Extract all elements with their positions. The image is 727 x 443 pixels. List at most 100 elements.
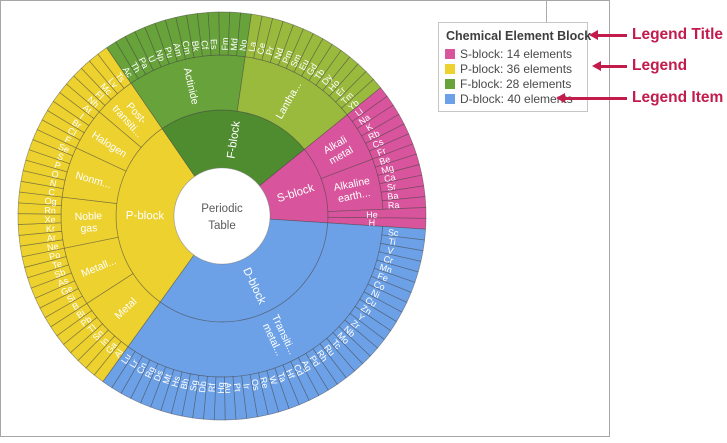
- element-label: Rb: [366, 128, 381, 142]
- annotation-label: Legend: [632, 57, 688, 74]
- legend-swatch: [445, 63, 455, 74]
- element-label: P: [53, 160, 62, 171]
- element-label: Cm: [180, 40, 193, 56]
- legend-item[interactable]: S-block: 14 elements: [445, 46, 587, 61]
- element-label: Md: [229, 38, 240, 51]
- element-label: Eu: [297, 58, 311, 72]
- element-label: Ce: [255, 42, 267, 55]
- element-label: H: [368, 218, 375, 228]
- element-label: Mt: [161, 372, 174, 385]
- element-label: La: [247, 41, 259, 53]
- legend-swatch: [445, 93, 455, 104]
- element-label: Au: [223, 382, 233, 393]
- element-label: Re: [258, 376, 271, 390]
- element-label: W: [267, 375, 279, 387]
- sunburst-center: [173, 167, 271, 265]
- element-label: Sr: [386, 181, 397, 192]
- element-label: N: [49, 178, 57, 189]
- legend-item-label: P-block: 36 elements: [460, 61, 573, 76]
- element-label: Pu: [162, 46, 175, 60]
- element-label: Be: [378, 154, 392, 167]
- element-label: Lu: [119, 352, 133, 366]
- legend-item[interactable]: D-block: 40 elements: [445, 91, 587, 106]
- element-slice[interactable]: [341, 78, 382, 116]
- block-label: P-block: [126, 210, 165, 222]
- block-label: F-block: [225, 120, 242, 159]
- element-label: Es: [209, 39, 219, 50]
- legend: Chemical Element Block S-block: 14 eleme…: [438, 22, 592, 112]
- element-label: Co: [372, 279, 387, 293]
- legend-item-label: D-block: 40 elements: [460, 91, 573, 106]
- legend-swatch: [445, 78, 455, 89]
- element-label: O: [51, 169, 60, 180]
- element-label: Ag: [300, 358, 314, 373]
- annotation-label: Legend Item: [632, 89, 724, 106]
- element-label: Pm: [280, 49, 294, 65]
- group-label: Noblegas: [74, 210, 103, 235]
- element-label: K: [364, 121, 374, 133]
- legend-items: S-block: 14 elements P-block: 36 elements…: [445, 46, 587, 106]
- element-label: F: [63, 134, 73, 146]
- element-label: Th: [129, 60, 143, 74]
- element-label: Ne: [46, 241, 59, 253]
- element-label: Og: [44, 196, 57, 207]
- element-label: Cr: [383, 254, 395, 266]
- element-label: Fm: [220, 37, 230, 50]
- element-label: Ra: [388, 200, 400, 211]
- annotation-label: Legend Title: [632, 26, 724, 43]
- element-label: Np: [154, 48, 167, 62]
- element-label: Ca: [383, 172, 396, 184]
- element-label: Ir: [241, 383, 252, 390]
- element-label: Fe: [376, 271, 389, 284]
- element-label: Fr: [376, 146, 388, 158]
- legend-swatch: [445, 48, 455, 59]
- element-label: Ge: [59, 283, 74, 297]
- element-label: Ba: [387, 191, 399, 202]
- element-label: Xe: [44, 215, 55, 225]
- element-label: Bh: [179, 377, 191, 390]
- sunburst-chart[interactable]: S-blockAlkalimetalLiNaKRbCsFrAlkalineear…: [1, 1, 608, 435]
- element-label: Sb: [53, 267, 67, 280]
- element-label: Zn: [359, 303, 373, 317]
- legend-item-label: F-block: 28 elements: [460, 76, 572, 91]
- element-label: Te: [51, 259, 63, 271]
- element-label: Rn: [44, 205, 56, 215]
- element-label: Ds: [152, 368, 166, 382]
- element-label: Y: [356, 311, 367, 323]
- element-label: B: [70, 301, 80, 313]
- element-label: Po: [48, 250, 61, 262]
- element-label: S: [56, 151, 65, 162]
- element-label: Li: [353, 106, 365, 118]
- legend-item[interactable]: P-block: 36 elements: [445, 61, 587, 76]
- element-label: Sc: [387, 227, 399, 238]
- element-label: Hf: [284, 368, 297, 381]
- element-label: U: [146, 54, 158, 64]
- legend-title: Chemical Element Block: [446, 29, 592, 43]
- element-label: Mn: [378, 262, 393, 275]
- element-label: Pr: [264, 45, 276, 56]
- element-label: Rf: [207, 382, 218, 392]
- element-label: Cd: [292, 363, 306, 378]
- element-label: I: [78, 112, 86, 122]
- chart-frame: S-block Alkalimetal Li Na K Rb Cs Fr Alkalineear…: [0, 0, 610, 437]
- element-label: Cu: [364, 295, 379, 309]
- element-label: Db: [197, 381, 208, 394]
- element-label: He: [366, 210, 378, 220]
- element-label: C: [48, 187, 56, 198]
- element-label: Cn: [135, 361, 149, 376]
- element-label: V: [387, 245, 395, 256]
- element-label: Cs: [371, 136, 386, 150]
- element-label: Os: [249, 378, 261, 392]
- legend-item[interactable]: F-block: 28 elements: [445, 76, 587, 91]
- element-label: Ni: [369, 288, 381, 301]
- chart-right-border-fragment: [546, 1, 547, 24]
- element-label: Nd: [272, 47, 285, 61]
- element-label: Tb: [312, 67, 326, 81]
- element-label: As: [56, 275, 70, 288]
- legend-item-label: S-block: 14 elements: [460, 46, 573, 61]
- element-label: Sg: [188, 379, 200, 392]
- element-label: Rg: [143, 365, 157, 380]
- element-label: Si: [65, 292, 77, 305]
- center-label: Periodic Table: [201, 203, 243, 232]
